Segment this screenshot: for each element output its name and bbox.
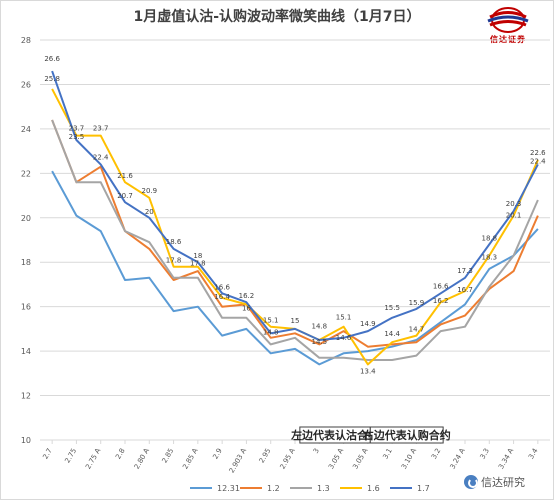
y-tick-label: 22 xyxy=(21,169,31,178)
data-label: 18.8 xyxy=(481,234,497,242)
data-label: 22.4 xyxy=(93,153,109,161)
legend-label: 1.3 xyxy=(317,484,330,493)
y-tick-label: 14 xyxy=(21,347,31,356)
series-line-12.31 xyxy=(51,170,539,366)
data-label: 23.7 xyxy=(69,125,85,133)
data-label: 18.6 xyxy=(166,238,182,246)
data-label: 22.4 xyxy=(530,157,546,165)
x-tick-label: 3.10 A xyxy=(400,447,418,471)
data-label: 16 xyxy=(242,305,251,313)
x-tick-label: 3.24 A xyxy=(448,447,466,471)
y-tick-label: 24 xyxy=(21,125,31,134)
x-tick-label: 3.3 xyxy=(479,447,491,461)
data-label: 16.6 xyxy=(433,282,449,290)
x-tick-label: 3.05 A xyxy=(351,447,369,471)
x-tick-label: 2.75 A xyxy=(84,447,102,471)
x-tick-label: 2.75 xyxy=(63,447,78,465)
x-tick-label: 3.2 xyxy=(430,447,442,461)
series-line-1.7 xyxy=(51,70,539,341)
data-label: 26.6 xyxy=(44,55,60,63)
legend-label: 12.31 xyxy=(217,484,240,493)
data-label: 14.6 xyxy=(336,334,352,342)
y-tick-label: 28 xyxy=(21,36,31,45)
data-label: 15.1 xyxy=(263,317,279,325)
data-label: 14.8 xyxy=(311,322,327,330)
y-tick-label: 20 xyxy=(21,214,31,223)
data-label: 15.5 xyxy=(384,304,400,312)
x-tick-label: 3 xyxy=(312,447,321,455)
legend-label: 1.2 xyxy=(267,484,280,493)
x-tick-label: 2.7 xyxy=(41,447,53,461)
series-lines xyxy=(51,70,539,366)
chart-title: 1月虚值认沽-认购波动率微笑曲线（1月7日） xyxy=(133,9,421,25)
data-label: 14.8 xyxy=(263,328,279,336)
data-label: 17.8 xyxy=(190,260,206,268)
series-line-1.2 xyxy=(51,119,539,348)
data-label: 22.6 xyxy=(530,149,546,157)
data-label: 18 xyxy=(193,252,202,260)
y-tick-label: 10 xyxy=(21,436,31,445)
data-label: 16.2 xyxy=(239,292,255,300)
data-label: 15 xyxy=(291,317,300,325)
data-label: 13.4 xyxy=(360,367,376,375)
data-label: 18.3 xyxy=(481,254,497,262)
data-label: 21.6 xyxy=(117,172,133,180)
x-tick-label: 3.1 xyxy=(381,447,393,461)
y-tick-label: 18 xyxy=(21,258,31,267)
y-tick-label: 16 xyxy=(21,303,31,312)
y-tick-label: 26 xyxy=(21,80,31,89)
x-tick-label: 2.8 xyxy=(114,447,126,461)
data-label: 15.9 xyxy=(409,299,425,307)
x-tick-label: 2.95 A xyxy=(278,447,296,471)
x-tick-label: 2.903 A xyxy=(228,447,249,475)
watermark-text: 信达研究 xyxy=(481,476,525,489)
x-tick-label: 3.4 xyxy=(527,447,540,461)
legend-label: 1.6 xyxy=(367,484,380,493)
data-label: 20.1 xyxy=(506,212,522,220)
x-tick-label: 3.34 A xyxy=(497,447,515,471)
data-label: 23.5 xyxy=(69,133,85,141)
x-axis: 2.7 2.75 2.75 A 2.8 2.80 A 2.85 2.85 A 2.9 2.903… xyxy=(41,440,540,475)
annotation-box xyxy=(369,426,444,444)
data-label: 20.3 xyxy=(506,200,522,208)
data-label: 17.3 xyxy=(457,267,473,275)
legend: 12.31 1.2 1.3 1.6 1.7 xyxy=(190,484,430,493)
x-tick-label: 2.85 xyxy=(161,447,176,465)
data-label: 14.5 xyxy=(311,338,327,346)
data-label: 16.7 xyxy=(457,286,473,294)
x-tick-label: 3.05 A xyxy=(327,447,345,471)
y-tick-label: 12 xyxy=(21,392,31,401)
data-label: 20 xyxy=(145,208,154,216)
x-tick-label: 2.85 A xyxy=(181,447,199,471)
grid-lines xyxy=(40,39,550,441)
data-label: 25.8 xyxy=(44,75,60,83)
data-label: 23.7 xyxy=(93,125,109,133)
annotation-label: 右边代表认购合约 xyxy=(362,428,451,442)
legend-label: 1.7 xyxy=(417,484,430,493)
data-label: 17.8 xyxy=(166,257,182,265)
data-label: 14.7 xyxy=(409,326,425,334)
data-label: 20.9 xyxy=(141,187,157,195)
data-label: 20.7 xyxy=(117,192,133,200)
annotation-label: 左边代表认沽合约 xyxy=(290,428,379,442)
company-logo xyxy=(487,7,529,33)
x-tick-label: 2.9 xyxy=(211,447,223,461)
data-label: 14.4 xyxy=(384,330,400,338)
x-tick-label: 2.80 A xyxy=(133,447,151,471)
data-label: 14.9 xyxy=(360,320,376,328)
watermark: 信达研究 xyxy=(464,474,525,490)
data-label: 16.2 xyxy=(433,297,449,305)
x-tick-label: 2.95 xyxy=(258,447,273,465)
y-axis: 10 12 14 16 18 20 22 24 26 28 xyxy=(21,36,31,445)
data-label: 16.4 xyxy=(214,293,230,301)
data-labels: 26.625.823.723.523.722.421.620.720.92018… xyxy=(44,55,546,375)
data-label: 16.6 xyxy=(214,283,230,291)
data-label: 15.1 xyxy=(336,314,352,322)
wechat-icon xyxy=(464,475,478,489)
series-line-1.3 xyxy=(51,119,539,361)
